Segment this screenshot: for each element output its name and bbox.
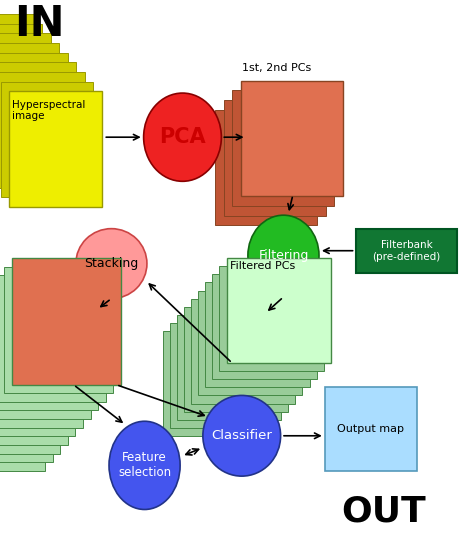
Bar	[191, 299, 295, 404]
Bar	[205, 282, 310, 387]
Text: 1st, 2nd PCs: 1st, 2nd PCs	[242, 62, 311, 73]
Bar	[0, 53, 68, 168]
Bar	[4, 267, 113, 393]
Bar	[170, 323, 274, 428]
Text: Output map: Output map	[337, 424, 404, 434]
Bar	[0, 275, 106, 402]
Text: PCA: PCA	[159, 127, 206, 147]
Bar	[0, 72, 85, 188]
Text: Filtering: Filtering	[258, 249, 309, 262]
Bar	[177, 315, 281, 420]
Ellipse shape	[144, 93, 221, 181]
Bar	[0, 344, 45, 471]
Bar	[325, 387, 417, 471]
Bar	[0, 24, 42, 139]
Bar	[0, 43, 59, 159]
Bar	[0, 327, 60, 454]
Text: Hyperspectral
image: Hyperspectral image	[12, 100, 85, 121]
Text: Stacking: Stacking	[84, 257, 138, 270]
Ellipse shape	[109, 421, 180, 509]
Bar	[9, 91, 102, 207]
Bar	[356, 229, 457, 273]
Ellipse shape	[248, 215, 319, 296]
Bar	[1, 82, 93, 197]
Bar	[184, 307, 288, 412]
Bar	[227, 258, 331, 363]
Text: Filterbank
(pre-defined): Filterbank (pre-defined)	[373, 240, 440, 261]
Bar	[198, 291, 302, 395]
Text: OUT: OUT	[341, 494, 426, 528]
Ellipse shape	[76, 229, 147, 299]
Bar	[0, 62, 76, 178]
Bar	[241, 81, 343, 196]
Bar	[219, 266, 324, 371]
Text: Classifier: Classifier	[211, 429, 272, 442]
Bar	[215, 110, 317, 225]
Text: Feature
selection: Feature selection	[118, 451, 171, 479]
Bar	[163, 331, 267, 436]
Bar	[224, 100, 326, 216]
Bar	[0, 293, 91, 419]
Bar	[0, 33, 51, 149]
Bar	[0, 310, 75, 436]
Bar	[0, 318, 68, 445]
Bar	[0, 301, 83, 428]
Bar	[0, 336, 53, 462]
Bar	[232, 90, 334, 206]
Text: Filtered PCs: Filtered PCs	[230, 261, 295, 271]
Bar	[212, 274, 317, 379]
Bar	[0, 284, 98, 410]
Bar	[12, 258, 121, 385]
Bar	[0, 14, 34, 130]
Text: IN: IN	[14, 3, 65, 45]
Ellipse shape	[203, 395, 281, 476]
